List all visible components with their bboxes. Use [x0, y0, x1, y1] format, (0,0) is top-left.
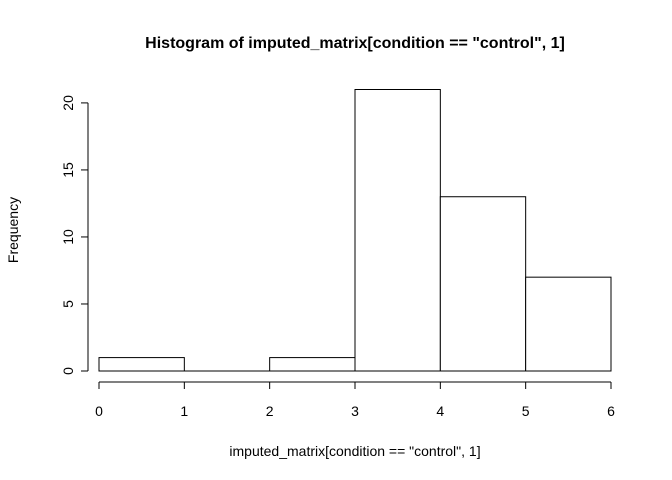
y-tick-label: 10 [60, 229, 76, 245]
x-tick-label: 3 [351, 403, 359, 419]
x-tick-label: 6 [607, 403, 615, 419]
y-tick-label: 20 [60, 95, 76, 111]
histogram-bar [525, 276, 612, 372]
x-axis-label: imputed_matrix[condition == "control", 1… [229, 443, 480, 459]
y-tick-label: 5 [60, 300, 76, 308]
x-tick-label: 0 [95, 403, 103, 419]
x-tick-label: 1 [180, 403, 188, 419]
histogram-bar [354, 89, 441, 372]
x-tick-label: 4 [436, 403, 444, 419]
x-tick-label: 5 [522, 403, 530, 419]
bars-group [98, 89, 612, 372]
histogram-bar [269, 357, 356, 372]
y-tick-label: 15 [60, 162, 76, 178]
x-axis: 0 1 2 3 4 5 6 [95, 381, 615, 419]
x-tick-label: 2 [266, 403, 274, 419]
histogram-bar [98, 357, 185, 372]
histogram-bar [439, 196, 527, 372]
y-axis-label: Frequency [5, 197, 21, 263]
y-tick-label: 0 [60, 367, 76, 375]
chart-title: Histogram of imputed_matrix[condition ==… [145, 35, 565, 52]
y-axis: 0 5 10 15 20 [60, 95, 89, 375]
